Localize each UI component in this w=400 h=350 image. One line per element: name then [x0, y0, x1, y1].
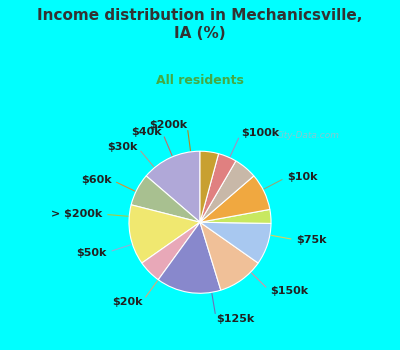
Wedge shape — [200, 151, 218, 222]
Wedge shape — [146, 151, 200, 222]
Wedge shape — [142, 222, 200, 280]
Text: $30k: $30k — [107, 142, 137, 152]
Text: $60k: $60k — [81, 175, 112, 185]
Text: $100k: $100k — [241, 128, 279, 138]
Text: $20k: $20k — [112, 296, 142, 307]
Wedge shape — [158, 222, 221, 293]
Text: $125k: $125k — [216, 314, 254, 324]
Text: $200k: $200k — [149, 120, 187, 130]
Text: All residents: All residents — [156, 74, 244, 86]
Wedge shape — [200, 154, 236, 222]
Wedge shape — [200, 222, 258, 290]
Text: $50k: $50k — [76, 247, 107, 258]
Wedge shape — [200, 161, 254, 222]
Wedge shape — [200, 176, 270, 222]
Wedge shape — [129, 205, 200, 263]
Text: City-Data.com: City-Data.com — [276, 131, 340, 140]
Wedge shape — [131, 176, 200, 222]
Wedge shape — [200, 222, 271, 263]
Text: $75k: $75k — [296, 235, 327, 245]
Text: > $200k: > $200k — [51, 209, 102, 219]
Text: $150k: $150k — [270, 286, 308, 296]
Wedge shape — [200, 209, 271, 223]
Text: Income distribution in Mechanicsville,
IA (%): Income distribution in Mechanicsville, I… — [37, 8, 363, 41]
Text: $40k: $40k — [132, 127, 162, 137]
Text: $10k: $10k — [287, 172, 318, 182]
